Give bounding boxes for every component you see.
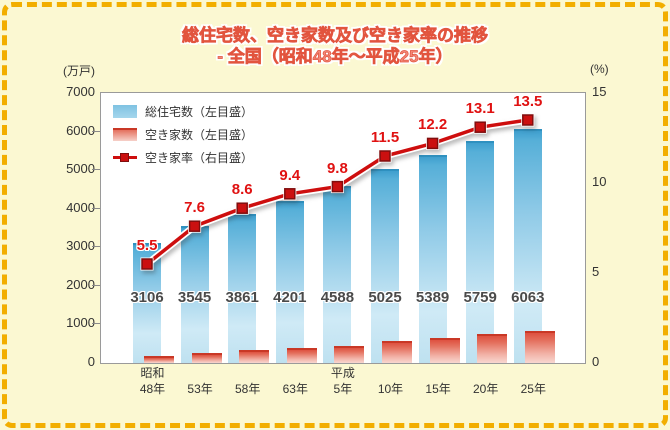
bar-total-housing [466, 140, 495, 363]
total-housing-value-label: 3861 [225, 289, 259, 306]
bar-vacant-homes [286, 347, 317, 363]
bar-total-housing [228, 214, 257, 363]
left-axis-tick-label: 1000 [66, 315, 95, 331]
left-axis-unit: (万戸) [63, 64, 95, 78]
bar-vacant-homes [191, 352, 222, 363]
x-axis-year-label: 53年 [187, 382, 213, 396]
left-axis-tick-mark [92, 284, 100, 286]
vacancy-rate-value-label: 8.6 [231, 181, 253, 199]
total-housing-swatch-icon [113, 105, 137, 118]
total-housing-value-label: 5025 [368, 289, 402, 306]
rate-marker [331, 180, 344, 193]
bar-total-housing [371, 169, 399, 363]
legend-label-vacancy-rate: 空き家率（右目盛） [145, 151, 254, 165]
left-axis-tick-mark [92, 130, 100, 132]
x-axis-year-label: 48年 [139, 382, 166, 396]
rate-marker [426, 137, 439, 150]
total-housing-value-label: 5389 [415, 289, 450, 306]
vacancy-rate-series [140, 113, 535, 271]
vacancy-rate-value-label: 11.5 [370, 129, 400, 146]
total-housing-value-label: 4588 [320, 289, 355, 306]
x-axis-year-label: 58年 [235, 382, 261, 396]
right-axis-unit: (%) [590, 62, 609, 76]
vacancy-rate-value-label: 9.8 [326, 159, 348, 177]
total-housing-value-label: 4201 [273, 289, 307, 306]
bar-total-housing [323, 186, 352, 363]
chart-title-line2: - 全国（昭和48年～平成25年） [217, 47, 453, 67]
rate-marker [284, 188, 296, 200]
bar-vacant-homes [524, 331, 555, 363]
legend-label-total-housing: 総住宅数（左目盛） [145, 105, 254, 119]
total-housing-value-label: 5759 [463, 289, 497, 306]
total-housing-value-label: 3545 [177, 289, 212, 306]
rate-marker [236, 202, 248, 214]
left-axis-tick-label: 7000 [66, 84, 95, 99]
vacancy-rate-value-label: 13.1 [465, 100, 495, 118]
plot-area: 3106 5.5 3545 7.6 3861 8.6 4201 9.4 4588 9.8 5025 1… [100, 92, 586, 364]
right-axis-tick-label: 15 [592, 84, 607, 99]
right-axis-tick-label: 10 [592, 174, 607, 189]
chart-title-line1: 総住宅数、空き家数及び空き家率の推移 [182, 26, 489, 46]
right-axis-tick-label: 0 [592, 354, 600, 369]
left-axis-tick-mark [92, 207, 100, 209]
rate-marker [141, 258, 153, 270]
vacancy-rate-value-label: 7.6 [184, 199, 206, 217]
legend-item-vacancy-rate: 空き家率（右目盛） [113, 146, 253, 169]
left-axis-tick-label: 4000 [66, 199, 95, 215]
legend-item-vacant-homes: 空き家数（左目盛） [113, 123, 253, 146]
legend-label-vacant-homes: 空き家数（左目盛） [145, 128, 254, 142]
vacancy-rate-value-label: 13.5 [513, 93, 543, 110]
line-swatch-marker [120, 153, 129, 162]
chart-title: 総住宅数、空き家数及び空き家率の推移 - 全国（昭和48年～平成25年） [0, 25, 670, 67]
vacancy-rate-value-label: 9.4 [279, 166, 301, 184]
left-axis-tick-mark [92, 323, 100, 325]
x-axis-year-label: 63年 [282, 382, 308, 396]
left-axis-tick-mark [92, 169, 100, 171]
bar-total-housing [513, 129, 542, 363]
x-axis-era-label: 平成 [330, 366, 355, 380]
bar-vacant-homes [382, 340, 412, 363]
right-axis-tick-label: 5 [592, 264, 600, 279]
total-housing-value-label: 3106 [130, 289, 164, 306]
x-axis-year-label: 15年 [425, 382, 451, 396]
x-axis-era-label: 昭和 [140, 366, 165, 380]
rate-marker [522, 114, 534, 126]
left-axis-tick-label: 2000 [66, 276, 95, 292]
total-housing-value-label: 6063 [511, 289, 545, 306]
left-axis-tick-label: 5000 [66, 161, 95, 177]
left-axis-tick-mark [92, 246, 100, 248]
left-axis-tick-label: 0 [87, 354, 95, 369]
bar-vacant-homes [429, 337, 460, 363]
rate-marker [188, 220, 201, 232]
x-axis-year-label: 20年 [473, 382, 499, 396]
vacancy-rate-line [140, 113, 535, 271]
bar-vacant-homes [477, 333, 508, 363]
bar-vacant-homes [239, 350, 270, 363]
bar-total-housing [275, 201, 304, 363]
vacancy-rate-swatch-icon [113, 151, 137, 164]
vacancy-rate-value-label: 5.5 [136, 237, 158, 254]
bar-vacant-homes [144, 356, 174, 363]
vacancy-rate-value-label: 12.2 [417, 116, 448, 134]
x-axis-year-label: 10年 [377, 382, 404, 396]
rate-marker [474, 121, 486, 133]
vacant-homes-swatch-icon [113, 128, 137, 141]
x-axis-year-label: 5年 [333, 382, 353, 396]
rate-marker [379, 150, 391, 162]
legend: 総住宅数（左目盛） 空き家数（左目盛） 空き家率（右目盛） [113, 100, 253, 169]
left-axis-tick-label: 6000 [66, 122, 95, 138]
x-axis-year-label: 25年 [520, 382, 546, 396]
legend-item-total-housing: 総住宅数（左目盛） [113, 100, 253, 123]
bar-vacant-homes [334, 345, 365, 363]
left-axis-tick-label: 3000 [66, 238, 95, 254]
bar-total-housing [418, 155, 447, 363]
